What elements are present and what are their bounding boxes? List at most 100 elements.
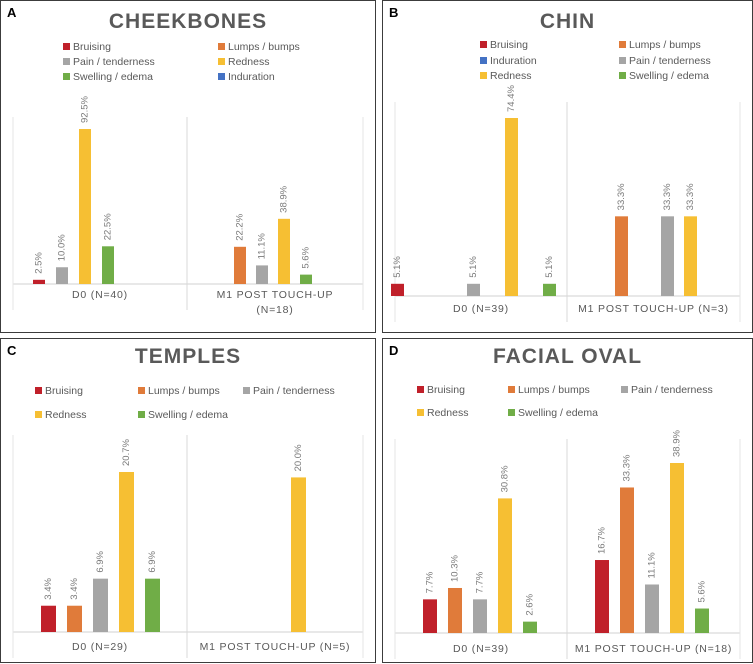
data-label: 33.3% [616,183,627,210]
bar [448,587,462,633]
data-label: 5.1% [468,256,479,278]
legend-swatch [35,387,42,394]
data-label: 3.4% [43,578,54,600]
panel-label: B [389,5,399,20]
legend-label: Induration [228,71,275,83]
legend-swatch [138,411,145,418]
chart-plot: 2.5% 10.0% 92.5% 22.5% D0 (N=40) 22.2% 11.1% 38… [12,96,364,316]
legend-label: Pain / tenderness [629,55,711,67]
legend-item: Swelling / edema [138,409,228,421]
data-label: 3.4% [69,578,80,600]
legend-swatch [480,72,487,79]
bar [145,578,160,632]
legend-item: Induration [218,71,275,83]
data-label: 22.2% [235,213,246,240]
legend-item: Swelling / edema [63,71,153,83]
bar [278,218,290,284]
bar [670,463,684,633]
bar [473,599,487,633]
data-label: 33.3% [685,183,696,210]
category-label: D0 (N=39) [453,643,509,655]
legend-swatch [218,43,225,50]
data-label: 33.3% [662,183,673,210]
bar [56,267,68,284]
legend-item: Pain / tenderness [243,385,335,397]
data-label: 10.0% [57,234,68,261]
data-label: 16.7% [597,527,608,554]
data-label: 7.7% [475,571,486,593]
panel-chin: B CHIN Bruising Lumps / bumps Induration… [382,0,753,333]
bar [505,118,518,296]
legend-swatch [218,73,225,80]
chart-title: TEMPLES [134,345,242,368]
panel-temples: C TEMPLES Bruising Lumps / bumps Pain / … [0,338,376,663]
legend-item: Redness [417,407,468,419]
legend-swatch [621,386,628,393]
legend-swatch [619,41,626,48]
legend-label: Lumps / bumps [518,384,590,396]
legend-label: Lumps / bumps [629,39,701,51]
legend-item: Bruising [63,41,111,53]
legend-label: Redness [490,70,532,82]
bar [467,283,480,296]
data-label: 10.3% [450,554,461,581]
legend-label: Swelling / edema [73,71,153,83]
legend-swatch [480,57,487,64]
legend-label: Lumps / bumps [228,41,300,53]
legend-item: Redness [35,409,86,421]
data-label: 38.9% [279,185,290,212]
bar [256,265,268,284]
chart-title: CHIN [539,10,596,33]
legend-item: Lumps / bumps [619,39,701,51]
bar [67,605,82,632]
legend-swatch [619,57,626,64]
legend-item: Bruising [35,385,83,397]
data-label: 11.1% [257,233,268,260]
category-label: (N=18) [256,304,293,316]
bar [695,608,709,633]
bar [498,498,512,633]
legend-item: Pain / tenderness [619,55,711,67]
panel-cheekbones: A CHEEKBONES Bruising Lumps / bumps Pain… [0,0,376,333]
legend-item: Bruising [417,384,465,396]
legend-item: Redness [480,70,531,82]
bar [423,599,437,633]
data-label: 20.0% [293,444,304,471]
data-label: 7.7% [425,571,436,593]
data-label: 2.5% [34,252,45,274]
legend-label: Induration [490,55,537,67]
chart-plot: 3.4% 3.4% 6.9% 20.7% 6.9% D0 (N=29) 20.0% M1 PO… [12,435,364,658]
legend-item: Lumps / bumps [508,384,590,396]
legend-swatch [480,41,487,48]
legend-swatch [138,387,145,394]
legend-item: Swelling / edema [508,407,598,419]
legend-swatch [63,58,70,65]
legend-label: Pain / tenderness [73,56,155,68]
legend-swatch [508,386,515,393]
legend-item: Pain / tenderness [63,56,155,68]
chart-plot: 7.7% 10.3% 7.7% 30.8% 2.6% D0 (N=39) 16.7% 33.3… [394,430,741,659]
data-label: 74.4% [506,85,517,112]
category-label: M1 POST TOUCH-UP (N=18) [575,643,732,655]
bar [234,246,246,284]
category-label: M1 POST TOUCH-UP [217,289,334,301]
chart-title: CHEEKBONES [108,10,268,33]
legend-swatch [417,386,424,393]
bar [543,283,556,296]
legend-label: Swelling / edema [629,70,709,82]
legend-label: Pain / tenderness [631,384,713,396]
bar [615,216,628,296]
data-label: 2.6% [525,593,536,615]
legend-label: Pain / tenderness [253,385,335,397]
data-label: 30.8% [500,465,511,492]
legend-label: Redness [45,409,87,421]
chart-title: FACIAL OVAL [492,345,643,368]
bar [523,621,537,633]
legend-swatch [63,43,70,50]
legend-label: Redness [427,407,469,419]
category-label: D0 (N=39) [453,303,509,315]
legend-label: Swelling / edema [518,407,598,419]
legend-swatch [35,411,42,418]
bar [684,216,697,296]
legend-label: Redness [228,56,270,68]
